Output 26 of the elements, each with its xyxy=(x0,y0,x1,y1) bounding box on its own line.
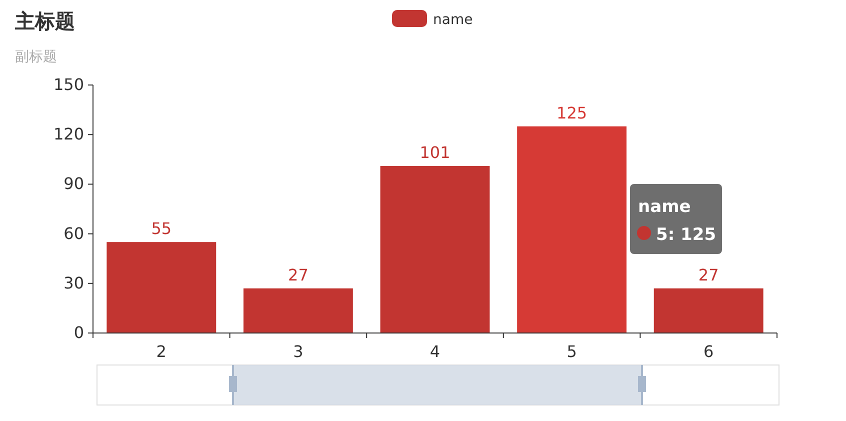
y-tick-label: 120 xyxy=(53,124,84,144)
x-tick-label: 5 xyxy=(566,342,577,361)
chart-subtitle: 副标题 xyxy=(15,49,57,65)
x-tick-label: 6 xyxy=(704,342,714,361)
annotation: 5: 125 xyxy=(656,225,716,245)
x-tick-label: 2 xyxy=(156,342,166,361)
y-tick-label: 60 xyxy=(64,224,84,243)
data-label: 101 xyxy=(420,143,450,162)
data-label: 27 xyxy=(288,265,308,284)
data-label: 125 xyxy=(556,103,588,122)
y-tick-label: 0 xyxy=(74,323,84,342)
bar xyxy=(380,166,490,333)
bar xyxy=(243,288,353,333)
data-label: 55 xyxy=(151,219,172,238)
tooltip: name 5: 125 xyxy=(630,184,722,254)
x-tick-label: 3 xyxy=(293,342,304,361)
bar xyxy=(517,126,627,333)
data-label: 27 xyxy=(698,265,719,284)
bar xyxy=(654,288,764,333)
chart-title: 主标题 xyxy=(14,9,75,33)
y-tick-label: 150 xyxy=(53,75,84,94)
x-tick-label: 4 xyxy=(430,342,440,361)
legend-label: name xyxy=(433,12,473,28)
bar xyxy=(106,242,216,333)
y-tick-label: 30 xyxy=(64,273,84,292)
y-tick-label: 90 xyxy=(64,174,84,194)
